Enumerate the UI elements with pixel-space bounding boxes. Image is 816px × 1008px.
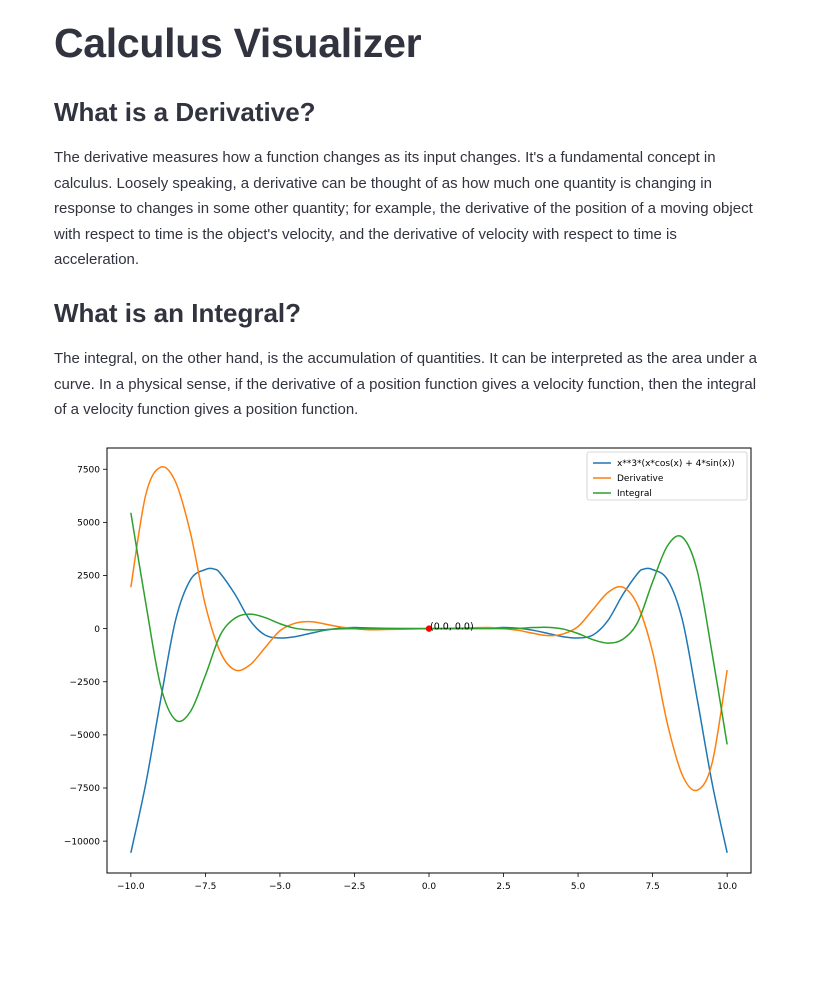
integral-heading: What is an Integral?: [54, 298, 302, 328]
derivative-heading: What is a Derivative?: [54, 97, 316, 127]
function-chart: (0.0, 0.0) −10.0 −7.5 −5.0 −2.5 0.0 2.5 5.0 7.5…: [64, 447, 752, 892]
integral-paragraph: The integral, on the other hand, is the …: [54, 350, 757, 419]
y-tick-label: 0: [94, 625, 100, 635]
legend-entry-function: x**3*(x*cos(x) + 4*sin(x)): [617, 459, 735, 469]
x-tick-label: 7.5: [645, 882, 659, 892]
derivative-paragraph: The derivative measures how a function c…: [54, 149, 753, 269]
y-tick-label: −7500: [70, 784, 101, 794]
x-tick-label: 10.0: [717, 882, 737, 892]
function-line: [130, 567, 728, 853]
legend-entry-integral: Integral: [617, 489, 652, 499]
y-tick-label: 2500: [77, 572, 100, 582]
x-tick-label: −10.0: [117, 882, 145, 892]
origin-annotation-label: (0.0, 0.0): [430, 622, 474, 633]
x-tick-label: −2.5: [344, 882, 366, 892]
series-lines: [130, 465, 728, 853]
y-tick-label: 5000: [77, 519, 100, 529]
y-tick-label: −10000: [64, 837, 100, 847]
y-axis: 7500 5000 2500 0 −2500 −5000 −7500 −10000: [64, 465, 107, 847]
x-tick-label: −5.0: [269, 882, 291, 892]
origin-marker: [425, 625, 433, 632]
legend-box: [586, 451, 748, 501]
y-tick-label: −5000: [70, 731, 101, 741]
legend-entry-derivative: Derivative: [617, 474, 664, 484]
annotation-layer: (0.0, 0.0): [425, 622, 474, 633]
x-tick-label: 2.5: [496, 882, 510, 892]
y-tick-label: 7500: [77, 465, 100, 475]
y-tick-label: −2500: [70, 678, 101, 688]
page-title: Calculus Visualizer: [54, 20, 422, 66]
x-tick-label: 5.0: [571, 882, 586, 892]
legend: x**3*(x*cos(x) + 4*sin(x)) Derivative Inte…: [586, 451, 748, 501]
x-axis: −10.0 −7.5 −5.0 −2.5 0.0 2.5 5.0 7.5 10.0: [117, 873, 737, 892]
x-tick-label: 0.0: [422, 882, 437, 892]
x-tick-label: −7.5: [194, 882, 216, 892]
